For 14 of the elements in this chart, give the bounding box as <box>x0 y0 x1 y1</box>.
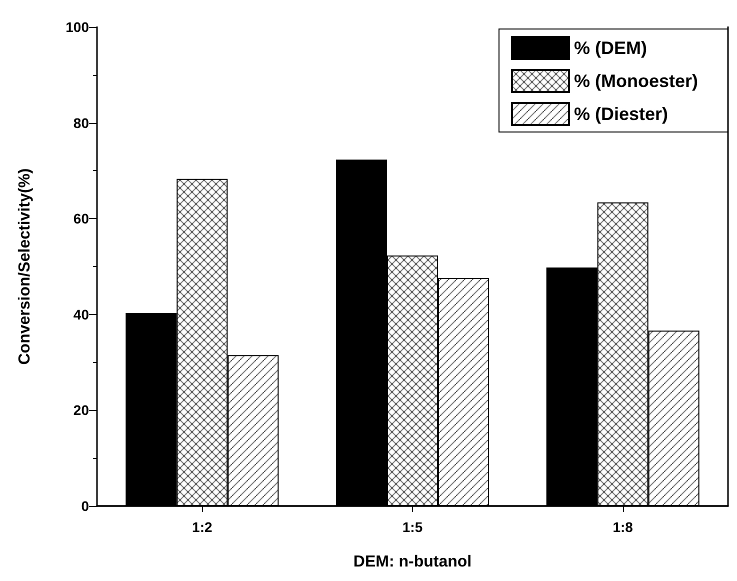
y-tick-label: 20 <box>73 402 90 418</box>
x-axis-title: DEM: n-butanol <box>353 554 472 570</box>
y-tick-label: 100 <box>66 19 90 35</box>
y-tick-label: 60 <box>73 210 90 227</box>
y-tick-label: 80 <box>73 114 90 131</box>
legend-label: % (Monoester) <box>574 71 698 91</box>
x-tick-label: 1:5 <box>402 519 423 535</box>
y-tick-label: 0 <box>81 498 90 514</box>
y-tick-label: 40 <box>73 306 90 322</box>
y-axis-title: Conversion/Selectivity(%) <box>16 168 34 365</box>
x-tick-label: 1:2 <box>192 519 212 535</box>
x-tick-label: 1:8 <box>612 519 634 535</box>
legend-label: % (Diester) <box>574 104 668 124</box>
legend-label: % (DEM) <box>574 38 647 58</box>
